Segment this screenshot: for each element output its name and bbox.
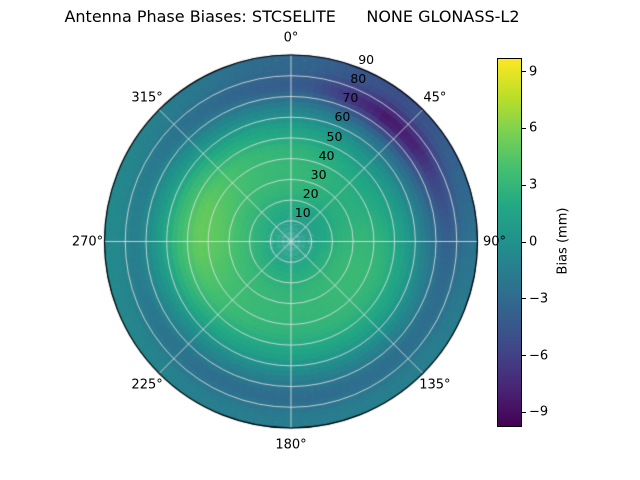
colorbar-tick-mark — [522, 71, 526, 73]
radial-tick-label: 10 — [294, 204, 311, 220]
azimuth-tick-label: 0° — [283, 30, 299, 46]
chart-title: Antenna Phase Biases: STCSELITE NONE GLO… — [64, 7, 520, 26]
radial-tick-label: 80 — [350, 70, 367, 86]
colorbar-tick-mark — [522, 184, 526, 186]
colorbar-tick-label: −3 — [529, 291, 549, 307]
azimuth-tick-label: 180° — [275, 437, 307, 453]
radial-tick-label: 20 — [302, 185, 319, 201]
radial-tick-label: 40 — [318, 147, 335, 163]
colorbar-tick-mark — [522, 298, 526, 300]
azimuth-tick-label: 90° — [482, 234, 507, 249]
radial-tick-label: 60 — [334, 109, 351, 125]
colorbar — [497, 58, 522, 427]
azimuth-tick-label: 315° — [131, 90, 163, 106]
colorbar-axis-label: Bias (mm) — [555, 207, 571, 275]
colorbar-tick-label: −9 — [529, 404, 549, 420]
radial-tick-label: 70 — [342, 89, 359, 105]
colorbar-tick-mark — [522, 241, 526, 243]
radial-tick-label: 30 — [310, 166, 327, 182]
colorbar-tick-label: 0 — [529, 234, 538, 250]
colorbar-tick-label: 6 — [529, 120, 538, 136]
azimuth-tick-label: 270° — [71, 234, 104, 249]
colorbar-tick-mark — [522, 411, 526, 413]
azimuth-tick-label: 225° — [131, 377, 163, 393]
azimuth-tick-label: 45° — [423, 90, 447, 106]
azimuth-tick-label: 135° — [419, 377, 451, 393]
colorbar-tick-label: 9 — [529, 64, 538, 80]
colorbar-tick-mark — [522, 127, 526, 129]
radial-tick-label: 90 — [358, 51, 375, 67]
colorbar-tick-label: 3 — [529, 177, 538, 193]
radial-tick-label: 50 — [326, 128, 343, 144]
colorbar-tick-mark — [522, 355, 526, 356]
colorbar-tick-label: −6 — [529, 348, 549, 363]
